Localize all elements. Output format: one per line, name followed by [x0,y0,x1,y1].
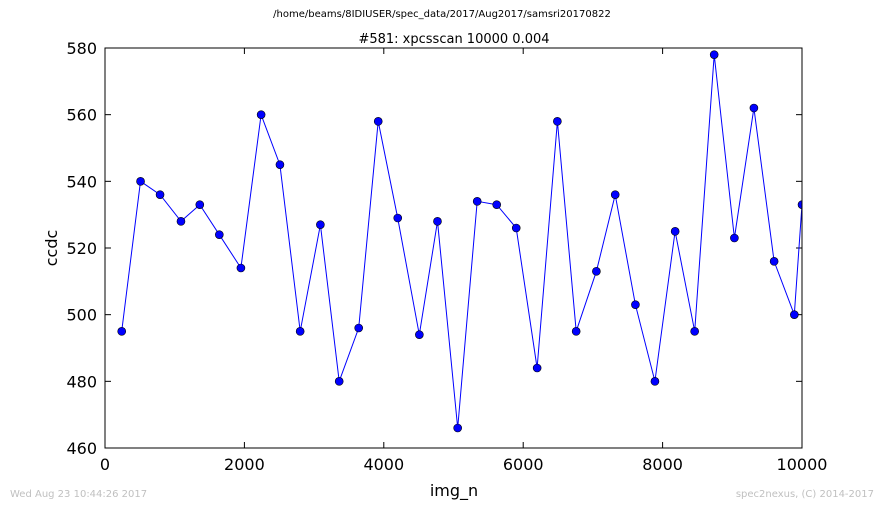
series-line [121,54,802,429]
y-tick-label: 500 [66,306,97,325]
data-point [492,200,502,209]
data-point [730,233,739,243]
data-point [433,217,442,226]
y-tick-label: 480 [66,372,97,391]
data-point [256,110,266,119]
x-tick-label: 6000 [503,455,544,474]
y-tick-label: 580 [66,39,97,58]
data-point [690,327,699,336]
y-tick-label: 560 [66,106,97,125]
data-point [354,323,364,333]
credit-label: spec2nexus, (C) 2014-2017 [735,489,874,500]
data-point [532,363,542,373]
data-point [797,200,802,209]
data-point [790,310,799,319]
x-axis-label: img_n [430,481,478,501]
figure-suptitle: /home/beams/8IDIUSER/spec_data/2017/Aug2… [273,9,611,20]
data-point [117,327,127,336]
x-tick-label: 2000 [224,455,265,474]
data-point [610,190,620,199]
data-point [670,227,680,236]
data-point [511,223,521,233]
data-point [571,327,581,336]
data-point [215,230,224,239]
data-point [176,217,186,226]
data-point [749,103,759,113]
data-point [295,327,305,336]
data-point [631,300,640,309]
data-point [275,160,285,169]
y-axis-label: ccdc [42,230,61,267]
x-tick-label: 8000 [642,455,683,474]
x-tick-label: 10000 [777,455,828,474]
chart-title: #581: xpcsscan 10000 0.004 [358,32,549,47]
data-point [373,117,383,126]
plot-series [117,50,802,433]
axis-ticks: 0 2000 4000 6000 8000 10000 460 480 500 520 540 560… [66,39,827,474]
data-point [236,263,246,273]
data-point [415,330,424,339]
data-point [472,197,482,206]
data-point [592,267,601,276]
data-point [155,190,165,199]
y-tick-label: 540 [66,172,97,191]
y-tick-label: 520 [66,239,97,258]
data-point [334,377,344,386]
data-point [709,50,719,59]
x-tick-label: 4000 [363,455,404,474]
timestamp-label: Wed Aug 23 10:44:26 2017 [10,489,148,500]
data-point [650,377,660,386]
data-point [195,200,205,209]
plot-frame [104,47,803,449]
data-point [393,213,403,223]
data-point [453,423,462,433]
series-group [117,50,802,433]
data-point [316,220,325,229]
data-point [553,117,562,126]
data-point [769,257,779,266]
data-point [136,177,145,186]
x-tick-label: 0 [100,455,110,474]
y-tick-label: 460 [66,439,97,458]
